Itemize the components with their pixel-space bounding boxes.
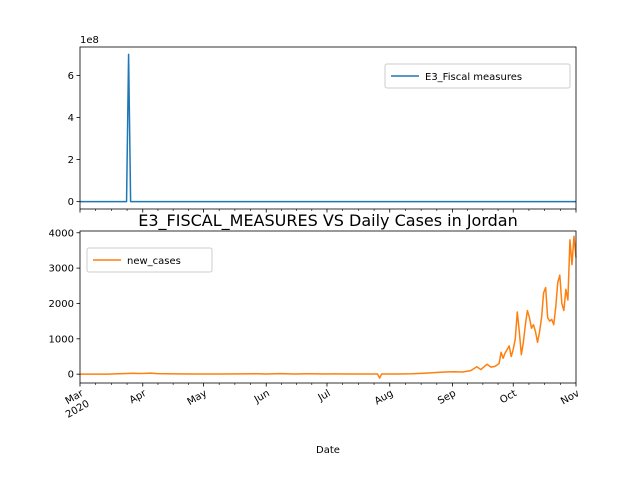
- bottom-subplot: E3_FISCAL_MEASURES VS Daily Cases in Jor…: [49, 211, 582, 456]
- top-legend: E3_Fiscal measures: [384, 63, 571, 89]
- y-tick-label: 3000: [49, 264, 74, 275]
- top-legend-box: [384, 63, 571, 89]
- y-tick-label: 2: [68, 155, 74, 166]
- top-subplot: 0 2 4 6 1e8 E3_Fiscal measures: [68, 35, 577, 213]
- series-line-new-cases: [79, 235, 577, 379]
- top-y-multiplier-label: 1e8: [80, 35, 99, 46]
- bottom-legend-box: [86, 247, 213, 273]
- top-legend-label: E3_Fiscal measures: [425, 72, 522, 83]
- top-series-lines: [80, 53, 576, 203]
- bottom-x-axis-label: Date: [316, 445, 340, 456]
- top-x-ticks: [79, 209, 577, 213]
- y-tick-label: 1000: [49, 334, 74, 345]
- y-tick-label: 0: [68, 197, 74, 208]
- top-y-ticks: 0 2 4 6: [68, 71, 80, 208]
- bottom-y-ticks: 0 1000 2000 3000 4000: [49, 228, 80, 381]
- y-tick-label: 4: [68, 113, 74, 124]
- top-axes-frame: [79, 46, 577, 210]
- y-tick-label: 2000: [49, 299, 74, 310]
- bottom-axes-frame: [79, 230, 577, 384]
- bottom-legend: new_cases: [86, 247, 213, 273]
- series-line-e3-fiscal-measures: [80, 53, 576, 203]
- y-tick-label: 6: [68, 71, 74, 82]
- y-tick-label: 4000: [49, 228, 74, 239]
- bottom-chart-title: E3_FISCAL_MEASURES VS Daily Cases in Jor…: [138, 211, 518, 231]
- bottom-legend-label: new_cases: [127, 256, 181, 267]
- y-tick-label: 0: [68, 370, 74, 381]
- bottom-series-lines: [79, 235, 577, 379]
